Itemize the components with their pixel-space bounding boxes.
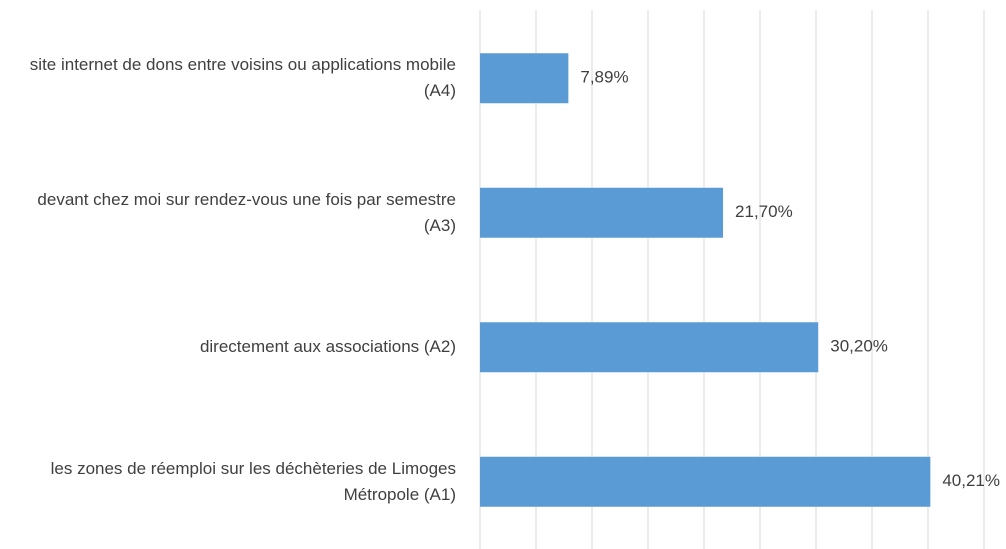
data-label: 21,70%: [735, 202, 793, 221]
data-label: 30,20%: [830, 337, 888, 356]
category-label: directement aux associations (A2): [199, 337, 456, 357]
category-label: devant chez moi sur rendez-vous une fois…: [37, 189, 456, 235]
bar: [480, 456, 931, 507]
data-label: 40,21%: [942, 471, 1000, 490]
category-label: site internet de dons entre voisins ou a…: [29, 55, 456, 101]
bar: [480, 187, 724, 238]
bar: [480, 322, 819, 373]
bar: [480, 53, 569, 104]
data-label: 7,89%: [580, 68, 628, 87]
category-label: les zones de réemploi sur les déchèterie…: [50, 458, 456, 504]
